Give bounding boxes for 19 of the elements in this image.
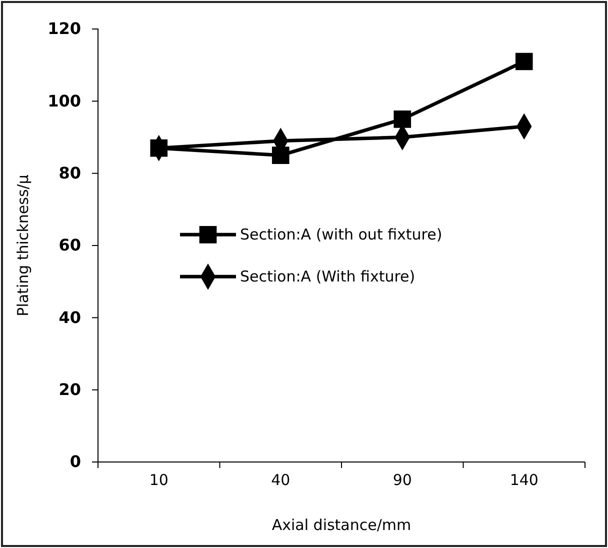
x-tick-label: 10 [149,471,168,489]
x-tick-label: 90 [392,471,412,489]
y-tick-label: 40 [58,308,81,327]
x-tick-label: 140 [510,471,538,489]
point [272,146,290,164]
y-tick-label: 100 [48,91,81,110]
point [515,52,533,70]
y-axis-title: Plating thickness/µ [14,174,32,316]
x-axis-title: Axial distance/mm [272,516,412,534]
point [394,110,412,128]
legend-label: Section:A (With fixture) [240,268,416,286]
y-tick-label: 20 [58,380,81,399]
point [150,139,168,157]
y-tick-label: 120 [48,19,81,38]
y-tick-label: 60 [58,236,81,255]
y-tick-label: 0 [70,452,81,472]
legend-label: Section:A (with out fixture) [240,226,442,244]
x-tick-label: 40 [271,471,290,489]
y-tick-label: 80 [58,163,81,182]
